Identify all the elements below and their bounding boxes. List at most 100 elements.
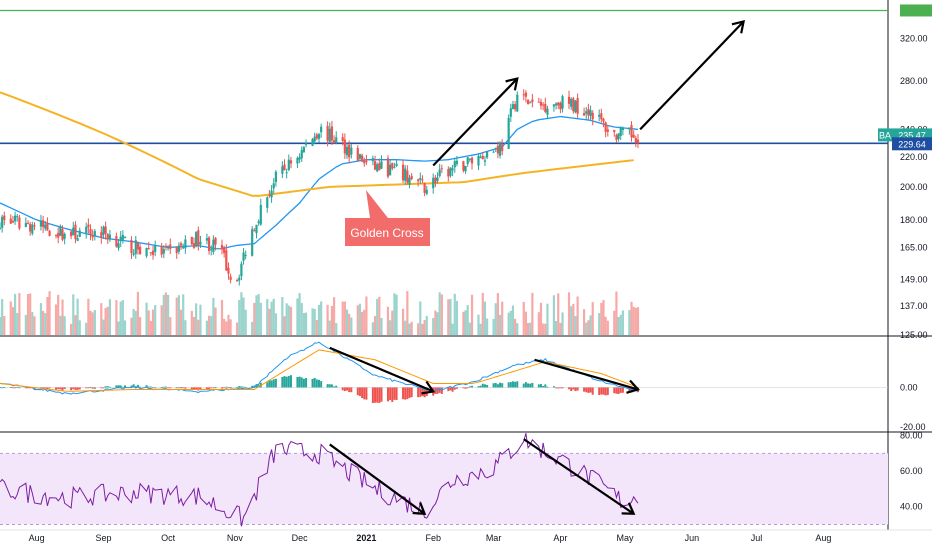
volume-bar: [363, 309, 366, 335]
macd-histogram-bar: [162, 386, 165, 388]
rsi-arrow-2-head: [621, 502, 636, 515]
volume-bar: [272, 298, 275, 335]
volume-bar: [33, 316, 36, 335]
macd-histogram-bar: [238, 386, 241, 388]
macd-histogram-bar: [121, 386, 124, 388]
volume-bar: [567, 292, 571, 335]
candle-body: [615, 135, 618, 140]
macd-histogram-bar: [404, 387, 407, 400]
macd-histogram-bar: [389, 387, 392, 401]
candle-body: [195, 232, 198, 247]
volume-bar: [89, 310, 92, 335]
candle-body: [227, 267, 230, 274]
price-tick-label: 320.00: [900, 34, 928, 44]
volume-bar: [365, 296, 368, 335]
macd-histogram-bar: [628, 387, 631, 393]
macd-histogram-bar: [93, 387, 96, 389]
volume-bar: [0, 317, 2, 335]
volume-bar: [199, 304, 202, 335]
symbol-tag: [878, 128, 892, 142]
volume-bar: [393, 293, 396, 335]
macd-histogram-bar: [529, 383, 532, 388]
macd-histogram-bar: [479, 385, 482, 388]
callout-shape: [345, 190, 430, 246]
candle-body: [481, 156, 484, 160]
macd-histogram-bar: [468, 386, 471, 388]
candle-body: [636, 139, 640, 144]
macd-histogram-bar: [421, 387, 424, 397]
volume-bar: [498, 314, 502, 335]
macd-histogram-bar: [270, 380, 273, 388]
macd-histogram-bar: [350, 387, 353, 393]
candle-body: [39, 220, 43, 227]
volume-bar: [175, 297, 178, 335]
candle-body: [389, 164, 392, 176]
volume-bar: [289, 306, 293, 335]
candle-body: [70, 231, 73, 237]
candle-body: [24, 222, 27, 227]
volume-bar: [298, 293, 301, 335]
candle-body: [147, 248, 150, 250]
price-tick-label: 180.00: [900, 215, 928, 225]
volume-bar: [373, 316, 377, 335]
ma-50-line: [0, 115, 639, 250]
volume-bar: [389, 320, 392, 335]
volume-bar: [227, 314, 230, 335]
volume-bar: [417, 323, 420, 335]
time-tick-label: 2021: [356, 533, 376, 543]
candle-body: [238, 277, 241, 281]
macd-histogram-bar: [266, 382, 269, 388]
candle-body: [151, 250, 155, 255]
candle-body: [175, 247, 178, 254]
volume-bar: [552, 295, 556, 335]
moving-averages: [0, 91, 639, 250]
macd-histogram-bar: [208, 387, 211, 389]
macd-histogram-bar: [346, 387, 349, 391]
macd-histogram-bar: [195, 387, 198, 390]
macd-histogram-bar: [328, 384, 331, 388]
price-tick-label: 220.00: [900, 152, 928, 162]
candle-body: [371, 158, 374, 162]
candle-body: [212, 239, 215, 253]
macd-histogram-bar: [152, 387, 155, 389]
volume-bar: [132, 308, 135, 335]
candle-body: [192, 243, 196, 248]
candle-body: [102, 226, 105, 235]
volume-bar: [212, 297, 215, 335]
volume-bar: [529, 322, 532, 335]
candle-body: [404, 168, 407, 181]
volume-bar: [136, 291, 140, 335]
macd-histogram-bar: [559, 387, 562, 389]
volume-bar: [100, 303, 103, 335]
volume-bar: [343, 301, 346, 335]
macd-histogram-bar: [85, 387, 88, 389]
macd-histogram-bar: [57, 387, 60, 390]
volume-bar: [91, 312, 94, 335]
macd-histogram-bar: [408, 387, 411, 398]
candle-body: [386, 158, 390, 177]
volume-bar: [106, 306, 109, 335]
macd-histogram-bar: [102, 387, 105, 389]
volume-bar: [317, 304, 321, 335]
macd-histogram-bar: [268, 379, 271, 388]
volume-bar: [61, 299, 64, 335]
volume-bar: [438, 292, 441, 335]
macd-histogram-bar: [576, 387, 579, 391]
macd-histogram-bar: [537, 384, 540, 388]
price-tick-label: 125.00: [900, 330, 928, 340]
volume-bar: [341, 301, 344, 335]
volume-bar: [561, 312, 564, 335]
candle-body: [251, 229, 254, 256]
macd-histogram-bar: [568, 387, 571, 390]
macd-histogram-bar: [287, 376, 290, 388]
macd-histogram-bar: [619, 387, 622, 393]
volume-bar: [13, 293, 17, 335]
volume-bar: [466, 305, 469, 335]
candle-body: [162, 249, 165, 254]
volume-bar: [621, 310, 624, 335]
volume-bar: [410, 321, 413, 335]
volume-bar: [238, 299, 241, 335]
